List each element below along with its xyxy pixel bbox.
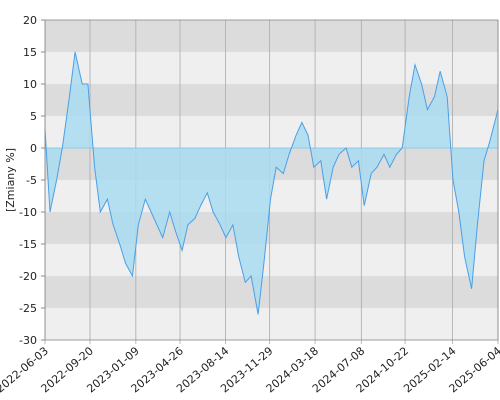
- area: [45, 52, 498, 315]
- y-tick-label: 10: [23, 78, 37, 91]
- y-tick-label: 0: [30, 142, 37, 155]
- grid-band: [45, 244, 498, 276]
- y-tick-label: -30: [19, 334, 37, 347]
- y-tick-label: -15: [19, 238, 37, 251]
- grid-band: [45, 52, 498, 84]
- y-tick-label: -5: [26, 174, 37, 187]
- plot-border: [44, 19, 499, 341]
- y-tick-label: -10: [19, 206, 37, 219]
- grid-band: [45, 276, 498, 308]
- grid-band: [45, 20, 498, 52]
- grid-band: [45, 308, 498, 340]
- y-tick-label: 20: [23, 14, 37, 27]
- y-tick-label: 15: [23, 46, 37, 59]
- line: [44, 51, 499, 315]
- y-tick-label: -25: [19, 302, 37, 315]
- y-tick-label: -20: [19, 270, 37, 283]
- y-tick-label: 5: [30, 110, 37, 123]
- y-axis-label: [Zmiany %]: [4, 148, 17, 212]
